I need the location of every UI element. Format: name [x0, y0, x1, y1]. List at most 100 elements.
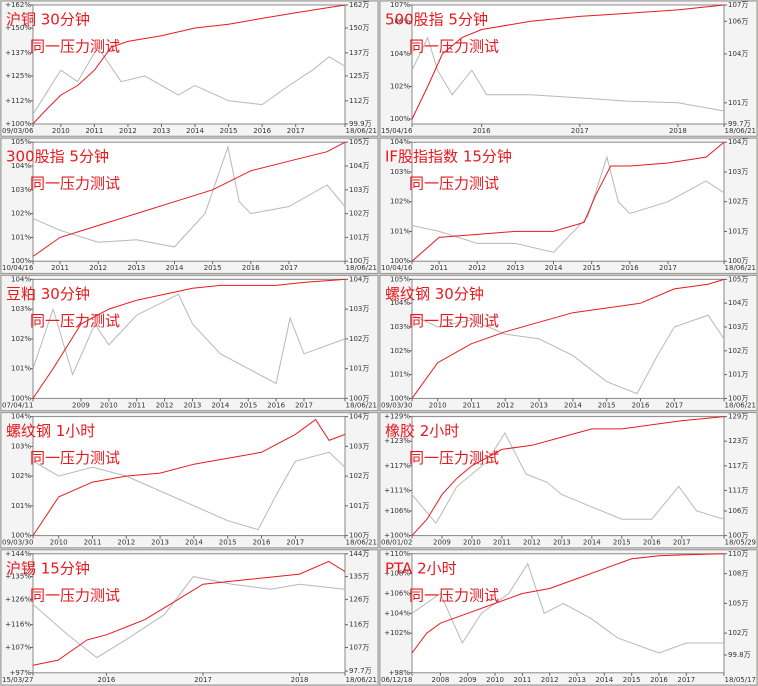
y2-tick-label: 111万 — [728, 486, 748, 494]
x-tick-label: 2017 — [673, 539, 691, 547]
chart-title: 豆粕 30分钟 — [6, 285, 90, 303]
y2-tick-label: 101万 — [349, 365, 369, 373]
y-tick-label: +102% — [384, 629, 410, 637]
y-tick-label: +106% — [384, 589, 410, 597]
x-tick-label: 09/03/06 — [2, 127, 34, 135]
y2-tick-label: 144万 — [349, 550, 369, 558]
y-tick-label: +107% — [5, 643, 31, 651]
y-tick-label: 104% — [390, 50, 410, 58]
series-line — [411, 314, 725, 395]
y2-tick-label: 100万 — [349, 532, 369, 540]
x-tick-label: 2017 — [659, 264, 677, 272]
x-tick-label: 2009 — [72, 401, 90, 409]
y2-tick-label: 110万 — [728, 550, 748, 558]
y-tick-label: 104% — [390, 138, 410, 146]
y2-tick-label: 102万 — [728, 198, 748, 206]
x-tick-label: 2017 — [665, 401, 683, 409]
series-line — [32, 278, 346, 399]
y-tick-label: 107% — [390, 1, 410, 9]
x-tick-label: 18/05/29 — [725, 539, 756, 547]
series-line — [411, 562, 724, 654]
y-tick-label: 100% — [390, 394, 410, 402]
y-tick-label: 103% — [11, 186, 31, 194]
y-tick-label: +125% — [5, 72, 31, 80]
series-line — [411, 278, 725, 399]
x-tick-label: 2017 — [287, 127, 305, 135]
x-tick-label: 2013 — [530, 401, 548, 409]
y2-tick-label: 100万 — [349, 257, 369, 265]
x-tick-label: 2013 — [127, 264, 145, 272]
x-tick-label: 15/03/27 — [2, 676, 33, 684]
y-tick-label: 101% — [390, 371, 410, 379]
x-tick-label: 2015 — [583, 264, 601, 272]
y2-tick-label: 97.7万 — [349, 667, 372, 675]
chart-subtitle: 同一压力测试 — [409, 38, 499, 56]
x-tick-label: 2014 — [583, 539, 601, 547]
x-tick-label: 2011 — [51, 264, 69, 272]
x-tick-label: 2010 — [486, 676, 504, 684]
x-tick-label: 2016 — [473, 127, 491, 135]
x-tick-label: 2012 — [496, 401, 514, 409]
x-tick-label: 2013 — [568, 676, 586, 684]
y2-tick-label: 103万 — [349, 186, 369, 194]
y-tick-label: 104% — [11, 275, 31, 283]
chart-subtitle: 同一压力测试 — [30, 449, 120, 467]
y-tick-label: 103% — [390, 323, 410, 331]
y-tick-label: +108% — [384, 570, 410, 578]
y2-tick-label: 101万 — [728, 371, 748, 379]
y-tick-label: 103% — [11, 442, 31, 450]
x-tick-label: 2010 — [100, 401, 118, 409]
series-line — [32, 560, 346, 666]
chart-subtitle: 同一压力测试 — [30, 38, 120, 56]
x-tick-label: 2009 — [433, 539, 451, 547]
x-tick-label: 2009 — [459, 676, 477, 684]
chart-title: PTA 2小时 — [385, 559, 457, 577]
chart-subtitle: 同一压力测试 — [409, 312, 499, 330]
x-tick-label: 2015 — [239, 401, 257, 409]
chart-subtitle: 同一压力测试 — [409, 586, 499, 604]
y-tick-label: 103% — [11, 305, 31, 313]
series-line — [32, 576, 346, 659]
x-tick-label: 2012 — [156, 401, 174, 409]
y-tick-label: +98% — [389, 669, 411, 677]
x-tick-label: 2015 — [613, 539, 631, 547]
y-tick-label: 103% — [390, 168, 410, 176]
x-tick-label: 2014 — [166, 264, 184, 272]
y2-tick-label: 107万 — [349, 643, 369, 651]
x-tick-label: 2014 — [545, 264, 563, 272]
y-tick-label: 101% — [11, 233, 31, 241]
x-tick-label: 2008 — [431, 676, 449, 684]
y2-tick-label: 106万 — [728, 17, 748, 25]
chart-title: 沪锡 15分钟 — [6, 559, 90, 577]
series-line — [411, 141, 725, 262]
x-tick-label: 2014 — [564, 401, 582, 409]
x-tick-label: 15/04/16 — [381, 127, 413, 135]
x-tick-label: 2011 — [128, 401, 146, 409]
series-line — [411, 4, 725, 120]
x-tick-label: 09/03/30 — [2, 539, 33, 547]
y-tick-label: +126% — [5, 595, 31, 603]
y2-tick-label: 103万 — [349, 442, 369, 450]
x-tick-label: 2011 — [84, 539, 102, 547]
x-tick-label: 2014 — [185, 539, 203, 547]
y2-tick-label: 105万 — [728, 275, 748, 283]
chart-title: 螺纹钢 1小时 — [6, 422, 95, 440]
y2-tick-label: 150万 — [349, 24, 369, 32]
x-tick-label: 2015 — [220, 127, 238, 135]
y2-tick-label: 100万 — [728, 394, 748, 402]
y2-tick-label: 102万 — [728, 347, 748, 355]
x-tick-label: 2017 — [571, 127, 589, 135]
plot-area — [411, 278, 725, 399]
plot-area — [32, 416, 346, 537]
x-tick-label: 2016 — [632, 401, 650, 409]
y-tick-label: +100% — [384, 532, 410, 540]
y2-tick-label: 107万 — [728, 1, 748, 9]
x-tick-label: 08/01/02 — [381, 539, 412, 547]
x-tick-label: 2015 — [598, 401, 616, 409]
y2-tick-label: 105万 — [728, 599, 748, 607]
x-tick-label: 2016 — [242, 264, 260, 272]
x-tick-label: 10/04/16 — [2, 264, 34, 272]
y2-tick-label: 162万 — [349, 1, 369, 9]
x-tick-label: 2010 — [50, 539, 68, 547]
x-tick-label: 18/06/21 — [346, 127, 377, 135]
